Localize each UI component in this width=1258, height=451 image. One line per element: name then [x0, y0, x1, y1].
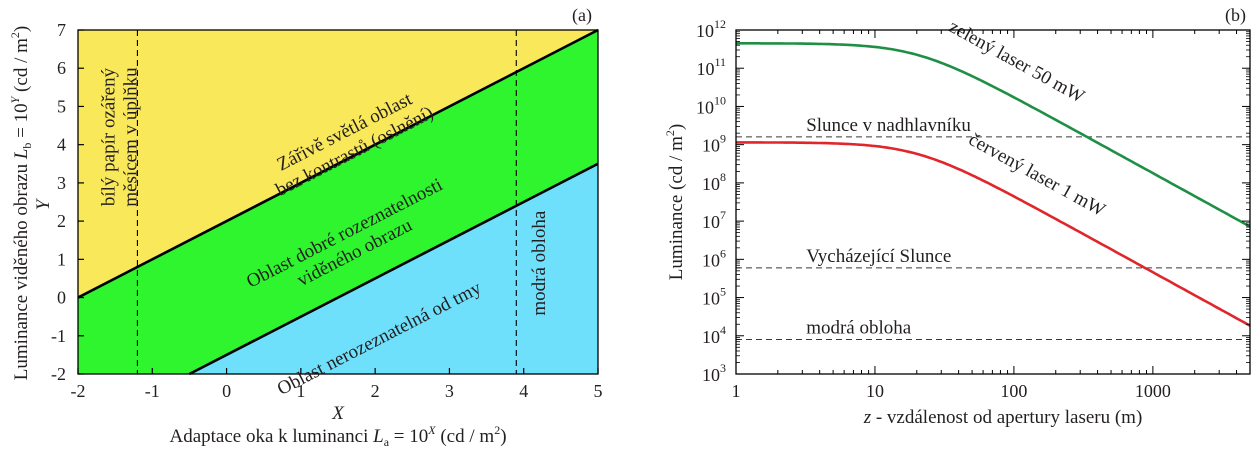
y-tick-label: 4	[57, 135, 66, 155]
y-axis-label-subscript: b	[20, 143, 34, 149]
y-axis-label-b: Luminance (cd / m2)	[663, 124, 687, 280]
y-axis-label-close: )	[11, 26, 32, 32]
y-tick-exponent: 9	[720, 132, 726, 146]
reference-label-1-line-1: bílý papír ozářený	[99, 67, 120, 206]
y-tick-base: 10	[702, 365, 720, 385]
y-tick-exponent: 4	[720, 323, 726, 337]
reference-label-b-1: Slunce v nadhlavníku	[806, 115, 971, 136]
x-axis-label-unit-superscript: 2	[494, 423, 500, 437]
y-tick-exponent: 3	[720, 361, 726, 375]
panel-label-a: (a)	[572, 5, 592, 26]
x-axis-label-b-variable: z	[863, 407, 872, 428]
y-tick-label: 5	[57, 96, 66, 116]
y-tick-base: 10	[696, 21, 714, 41]
reference-label-b-2: Vycházející Slunce	[806, 246, 951, 267]
x-tick-label-b: 1000	[1135, 381, 1171, 401]
y-tick-base: 10	[702, 250, 720, 270]
y-axis-label-text: Luminance viděného obrazu	[11, 159, 32, 380]
y-tick-label: -1	[51, 326, 66, 346]
plot-frame-b	[735, 29, 1251, 375]
y-tick-label-b: 1010	[696, 93, 726, 117]
y-tick-label-b: 1011	[696, 55, 726, 79]
x-tick-label: -1	[145, 381, 160, 401]
y-tick-label-b: 108	[702, 170, 726, 194]
series-line-2	[736, 141, 1251, 327]
x-tick-label: 2	[371, 381, 380, 401]
y-tick-label: 6	[57, 58, 66, 78]
y-tick-exponent: 6	[720, 246, 726, 260]
y-tick-label-b: 109	[702, 132, 726, 156]
x-axis-label: Adaptace oka k luminanci La = 10X (cd / …	[169, 423, 506, 449]
x-tick-label-b: 1	[732, 381, 741, 401]
lower-boundary-line	[188, 162, 599, 376]
y-tick-label-b: 103	[702, 361, 726, 385]
y-axis-label-b-text: Luminance (cd / m	[666, 136, 687, 280]
y-tick-label: 1	[57, 249, 66, 269]
y-tick-label: 0	[57, 288, 66, 308]
y-variable-name: Y	[33, 197, 54, 210]
reference-label-1-line-2: měsícem v úplňku	[121, 67, 142, 207]
plot-frame-a	[77, 29, 599, 375]
series-line-1	[736, 41, 1251, 228]
y-tick-base: 10	[702, 174, 720, 194]
y-tick-label: 3	[57, 173, 66, 193]
x-axis-label-symbol: L	[372, 426, 384, 447]
y-tick-label: -2	[51, 364, 66, 384]
y-tick-exponent: 10	[714, 93, 726, 107]
y-tick-exponent: 7	[720, 208, 726, 222]
y-tick-base: 10	[702, 289, 720, 309]
x-variable-name: X	[331, 403, 345, 424]
y-axis-label: Luminance viděného obrazu Lb = 10Y (cd /…	[8, 26, 34, 380]
reference-label-1: bílý papír ozářenýměsícem v úplňku	[99, 67, 142, 207]
y-tick-label-b: 105	[702, 285, 726, 309]
reference-label-b-3: modrá obloha	[806, 317, 912, 338]
y-tick-base: 10	[702, 327, 720, 347]
x-tick-label: 0	[222, 381, 231, 401]
x-axis-label-unit: (cd / m	[436, 426, 495, 447]
y-axis-label-equals: = 10	[11, 103, 32, 142]
x-axis-label-b-text: - vzdálenost od apertury laseru (m)	[871, 407, 1142, 428]
x-tick-label-b: 10	[866, 381, 884, 401]
y-tick-label-b: 104	[702, 323, 726, 347]
y-tick-base: 10	[702, 212, 720, 232]
y-axis-label-unit: (cd / m	[11, 38, 32, 97]
x-axis-label-subscript: a	[384, 435, 390, 449]
x-axis-label-b: z - vzdálenost od apertury laseru (m)	[863, 407, 1143, 428]
x-tick-label: -2	[71, 381, 86, 401]
y-axis-label-symbol: L	[11, 149, 32, 161]
x-axis-label-equals: = 10	[389, 426, 428, 447]
y-tick-exponent: 12	[714, 17, 726, 31]
reference-label-2-line-1: modrá obloha	[529, 210, 550, 316]
upper-boundary-line	[77, 28, 599, 299]
x-tick-label: 5	[594, 381, 603, 401]
x-tick-label: 3	[445, 381, 454, 401]
region-good-visibility	[78, 30, 598, 374]
x-tick-label: 4	[519, 381, 528, 401]
y-tick-exponent: 5	[720, 285, 726, 299]
y-axis-label-b-close: )	[666, 124, 687, 130]
y-tick-label-b: 1012	[696, 17, 726, 41]
y-tick-base: 10	[696, 97, 714, 117]
y-tick-base: 10	[702, 136, 720, 156]
panel-b-chart: Slunce v nadhlavníku Vycházející Slunce mo…	[663, 5, 1251, 428]
y-axis-label-superscript: Y	[8, 95, 22, 103]
y-tick-label: 2	[57, 211, 66, 231]
y-axis-label-unit-superscript: 2	[8, 32, 22, 38]
x-tick-label-b: 100	[1000, 381, 1027, 401]
panel-label-b: (b)	[1225, 5, 1246, 26]
y-axis-label-b-superscript: 2	[663, 130, 677, 136]
x-tick-label: 1	[296, 381, 305, 401]
x-axis-label-superscript: X	[427, 423, 436, 437]
x-axis-label-close: )	[500, 426, 506, 447]
y-tick-label-b: 106	[702, 246, 726, 270]
y-tick-exponent: 11	[714, 55, 726, 69]
y-tick-base: 10	[696, 59, 714, 79]
y-tick-label-b: 107	[702, 208, 726, 232]
y-tick-label: 7	[57, 20, 66, 40]
reference-label-2: modrá obloha	[529, 210, 550, 316]
x-axis-label-text: Adaptace oka k luminanci	[169, 426, 373, 447]
y-tick-exponent: 8	[720, 170, 726, 184]
